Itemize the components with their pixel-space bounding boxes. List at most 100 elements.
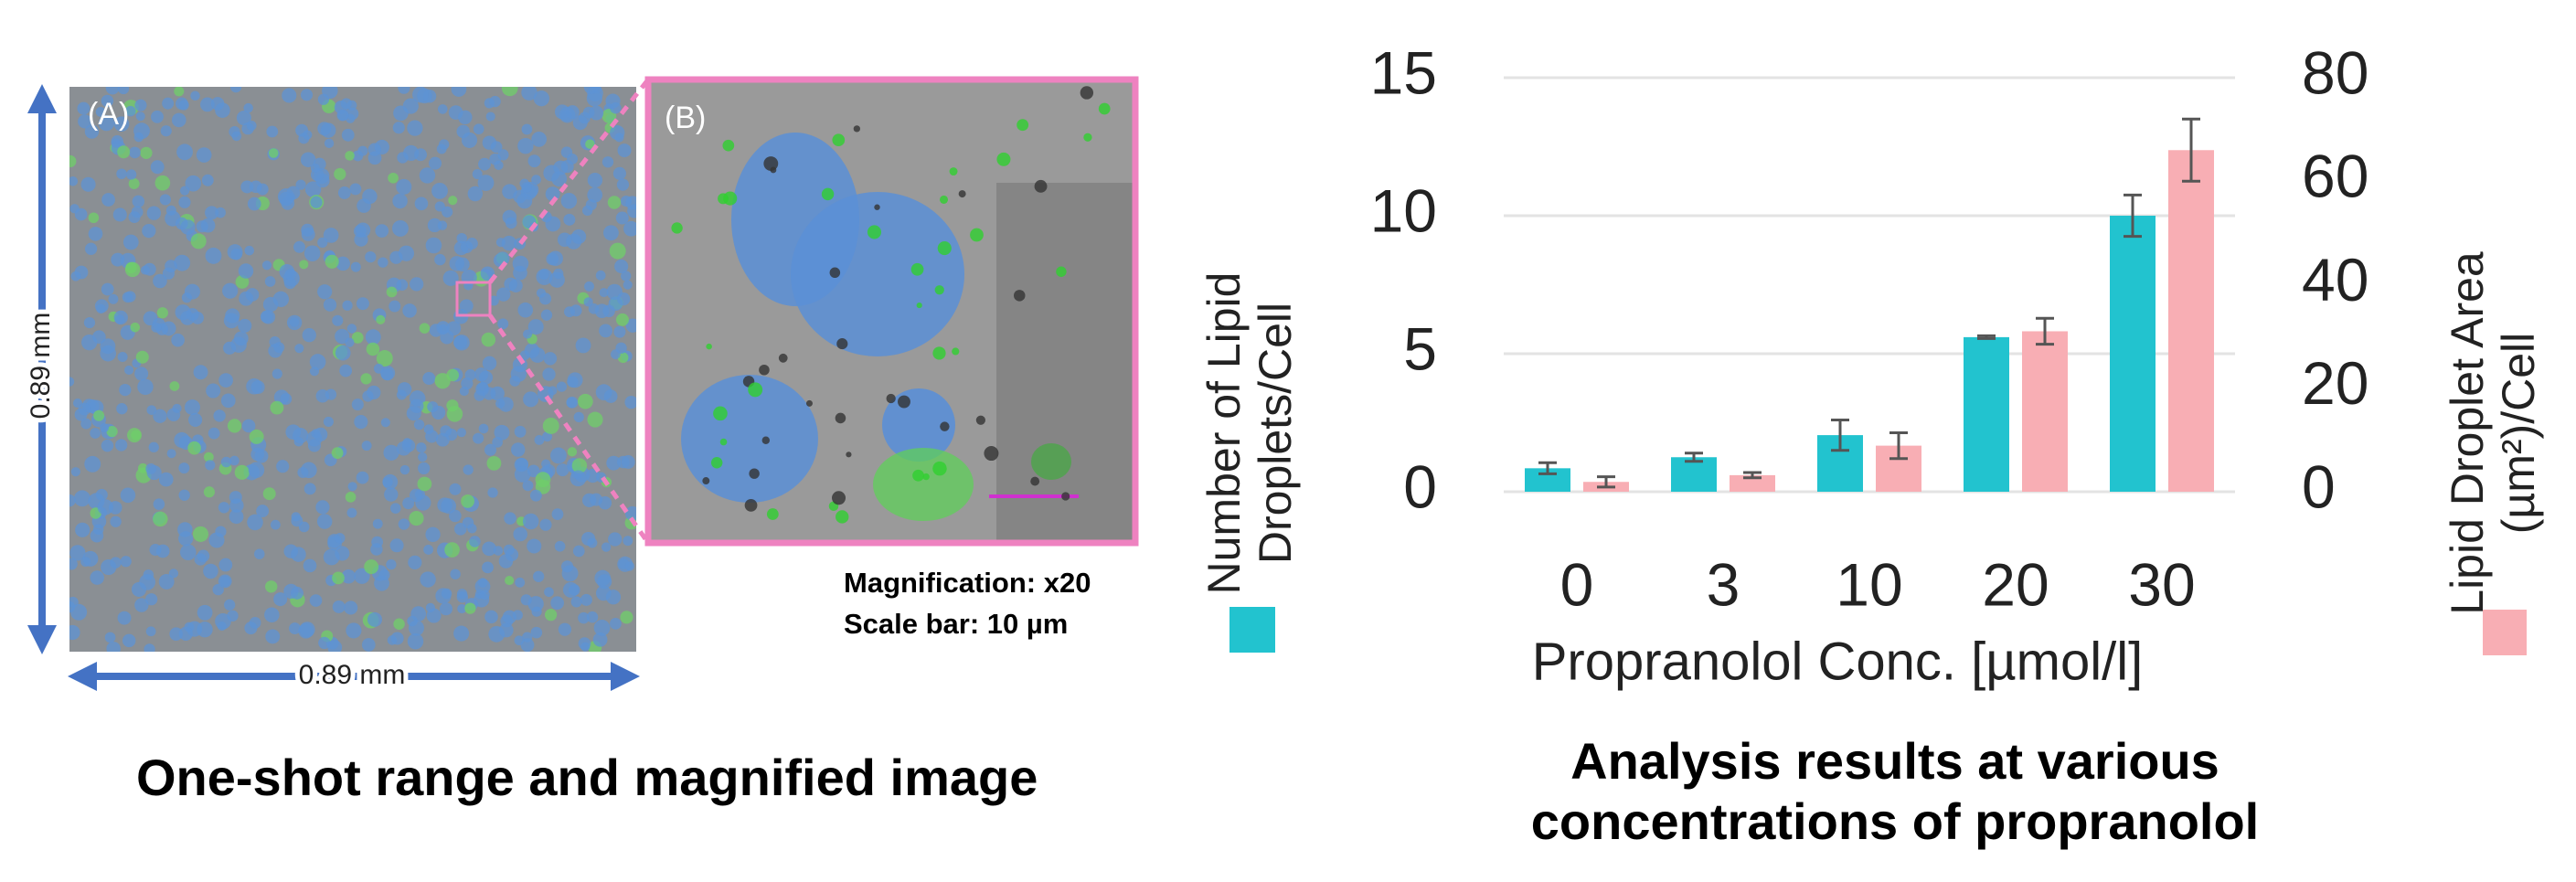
error-bar: [1597, 475, 1615, 489]
cell: [361, 638, 376, 652]
cell: [119, 383, 132, 397]
droplet: [710, 457, 723, 469]
cell: [434, 253, 446, 266]
cell: [246, 120, 257, 131]
droplet: [846, 452, 852, 458]
cell: [575, 337, 591, 354]
cell: [614, 259, 629, 274]
cell: [74, 207, 88, 221]
cell: [372, 518, 383, 529]
cell: [483, 387, 496, 400]
cell: [569, 470, 587, 487]
cell: [124, 291, 136, 303]
droplet: [1061, 492, 1070, 501]
cell: [535, 472, 551, 488]
cell: [140, 146, 153, 159]
cell: [106, 426, 118, 438]
cell: [95, 107, 106, 117]
cell: [124, 365, 134, 375]
cell: [357, 145, 368, 156]
cell: [323, 228, 339, 243]
cell: [601, 542, 612, 552]
error-bar: [1889, 430, 1908, 461]
cell: [105, 87, 120, 95]
cell: [88, 212, 100, 224]
error-bar: [2124, 193, 2142, 239]
cell: [578, 393, 593, 409]
cell: [238, 318, 252, 333]
cell: [376, 350, 393, 367]
cell: [106, 641, 121, 652]
cell: [298, 521, 310, 533]
cell: [304, 181, 322, 197]
cell: [223, 341, 237, 355]
cell: [309, 354, 326, 370]
cell: [389, 503, 401, 514]
droplet: [761, 436, 771, 444]
cell: [299, 622, 315, 638]
cell: [587, 411, 603, 428]
cell: [203, 563, 218, 579]
cell: [175, 304, 191, 321]
cell: [376, 314, 386, 324]
cell: [457, 603, 467, 614]
cell: [317, 93, 330, 105]
cell: [569, 584, 580, 596]
y-tick-label: 5: [1403, 314, 1437, 382]
cell: [169, 627, 183, 641]
error-bar: [1743, 471, 1762, 480]
cell: [556, 381, 568, 392]
height-label: 0.89 mm: [26, 313, 56, 420]
cell: [206, 383, 221, 398]
cell: [578, 611, 590, 624]
cell: [522, 513, 539, 530]
cell: [402, 497, 415, 510]
droplet: [874, 204, 880, 210]
cell: [190, 90, 200, 101]
cell: [227, 244, 243, 260]
cell: [69, 176, 79, 186]
cell: [83, 316, 96, 329]
cell: [174, 431, 190, 449]
cell: [386, 559, 397, 570]
cell: [153, 511, 168, 527]
cell: [204, 452, 214, 462]
cell: [486, 455, 502, 471]
cell: [229, 455, 240, 466]
cell: [210, 97, 225, 111]
cell: [178, 196, 191, 208]
droplet: [932, 461, 947, 476]
cell: [586, 611, 599, 623]
cell: [493, 546, 504, 556]
cell: [188, 412, 203, 427]
cell: [309, 367, 320, 377]
cell: [264, 276, 276, 287]
cell: [380, 418, 390, 428]
cell: [95, 488, 108, 501]
cell: [572, 115, 588, 131]
cell: [166, 449, 176, 459]
cell: [101, 193, 115, 207]
cell: [169, 381, 180, 391]
cell: [256, 183, 269, 196]
y-tick-label: 10: [1370, 176, 1437, 244]
cell: [367, 143, 381, 156]
cell: [413, 419, 425, 430]
cell: [111, 252, 125, 267]
cell: [117, 352, 128, 363]
cell: [419, 167, 436, 184]
cell: [386, 286, 398, 298]
cell: [503, 544, 515, 556]
cell: [582, 106, 595, 119]
cell: [435, 432, 450, 447]
droplet: [763, 156, 779, 171]
cell: [261, 260, 272, 271]
cell: [162, 97, 175, 110]
cell: [346, 324, 357, 334]
cell: [409, 488, 423, 503]
cell: [140, 265, 151, 275]
cell: [402, 303, 417, 318]
cell: [446, 368, 459, 382]
cell: [125, 105, 136, 117]
cell: [572, 545, 585, 558]
